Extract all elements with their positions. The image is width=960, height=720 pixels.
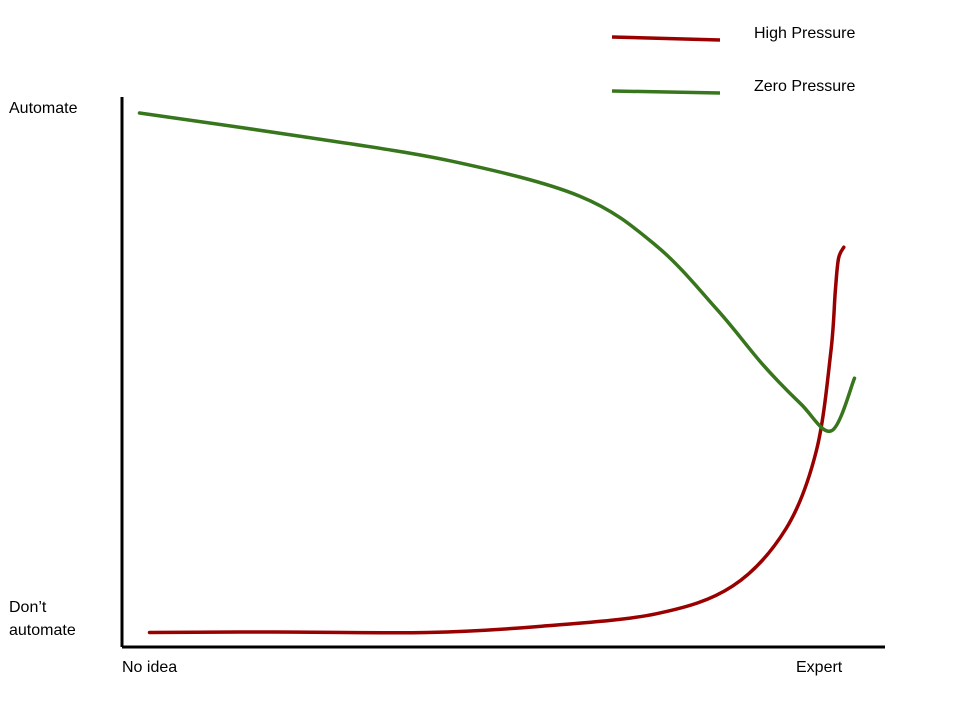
legend-label-high-pressure: High Pressure xyxy=(754,25,856,42)
x-tick-label-right: Expert xyxy=(796,659,843,676)
series-line-zero-pressure xyxy=(137,111,857,434)
y-tick-label-top: Automate xyxy=(9,100,78,117)
y-tick-label-bottom-line-1: Don’t xyxy=(9,599,47,616)
y-tick-label-bottom: Don’t automate xyxy=(9,596,76,642)
y-tick-label-bottom-line-2: automate xyxy=(9,622,76,639)
legend-swatch-zero-pressure xyxy=(611,89,721,95)
legend-label-zero-pressure: Zero Pressure xyxy=(754,78,856,95)
series-line-high-pressure xyxy=(147,245,846,635)
x-tick-label-left: No idea xyxy=(122,659,178,676)
legend-swatch-high-pressure xyxy=(611,35,721,42)
